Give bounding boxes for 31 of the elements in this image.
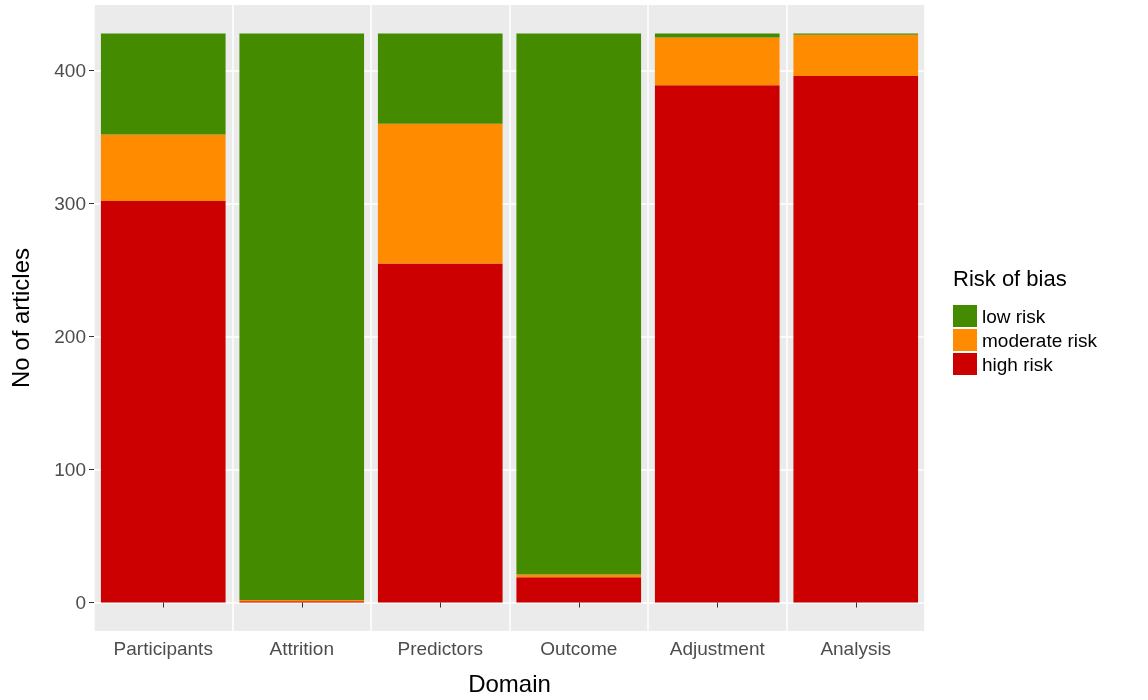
- bar: [377, 123, 503, 264]
- y-tick-label: 400: [54, 60, 86, 82]
- x-tick-label: Participants: [113, 638, 213, 659]
- y-tick-label: 200: [54, 326, 86, 348]
- legend-label: high risk: [982, 353, 1054, 375]
- y-tick-label: 0: [75, 592, 86, 614]
- bar: [100, 33, 226, 135]
- bar: [793, 34, 919, 76]
- legend-label: low risk: [982, 305, 1046, 327]
- bar: [100, 134, 226, 201]
- x-axis-title: Domain: [468, 669, 551, 697]
- bar: [516, 33, 642, 575]
- bar: [793, 76, 919, 603]
- x-tick-label: Attrition: [269, 638, 334, 659]
- legend-label: moderate risk: [982, 329, 1098, 351]
- x-tick-label: Outcome: [540, 638, 618, 659]
- y-tick-label: 100: [54, 459, 86, 481]
- bar: [377, 33, 503, 124]
- x-tick-label: Analysis: [820, 638, 892, 659]
- bar: [654, 37, 780, 86]
- y-axis-title: No of articles: [6, 247, 34, 389]
- x-tick-label: Adjustment: [669, 638, 766, 659]
- bar: [100, 200, 226, 603]
- bar: [377, 263, 503, 603]
- legend-title: Risk of bias: [953, 265, 1067, 291]
- bar: [654, 85, 780, 603]
- x-tick-label: Predictors: [397, 638, 484, 659]
- bar: [516, 577, 642, 603]
- y-tick-label: 300: [54, 193, 86, 215]
- bar: [239, 33, 365, 600]
- bar: [654, 33, 780, 38]
